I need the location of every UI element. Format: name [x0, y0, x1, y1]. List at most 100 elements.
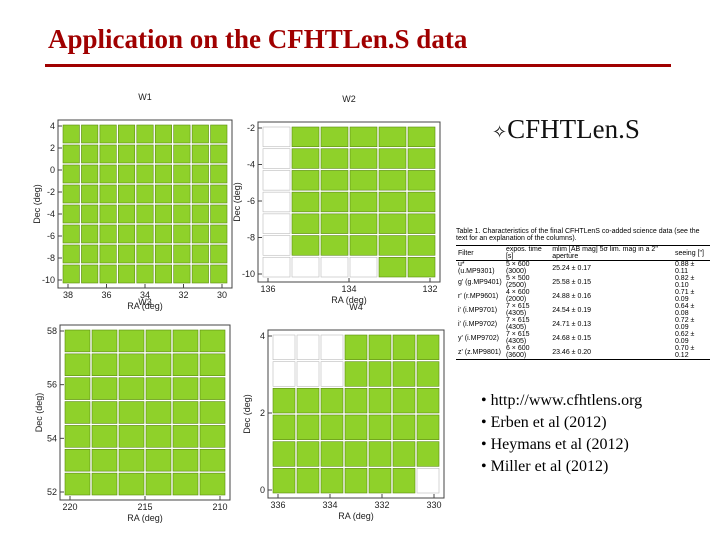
tile [368, 414, 392, 440]
tile [118, 144, 136, 164]
tile [64, 472, 91, 496]
panels: W1 RA (deg) Dec (deg) 38 36 34 32 30 4 2 0 -2 -4 -6 -8… [32, 92, 445, 523]
tile [272, 414, 296, 440]
table-cell: r' (r.MP9601) [458, 292, 499, 300]
tile [296, 334, 320, 360]
tile [378, 191, 407, 213]
tile [191, 124, 209, 144]
table-cell: 5 × 500 (2500) [505, 275, 530, 289]
tile [81, 204, 99, 224]
tile [344, 468, 368, 494]
tile [118, 329, 145, 353]
tile [145, 329, 172, 353]
x-tick-label: 330 [426, 500, 441, 510]
tile [99, 144, 117, 164]
tile [99, 244, 117, 264]
tile [344, 361, 368, 387]
tile [173, 164, 191, 184]
tile [344, 414, 368, 440]
tile [99, 164, 117, 184]
table-cell: 7 × 615 (4305) [505, 317, 530, 331]
tile [272, 388, 296, 414]
tile [210, 124, 228, 144]
tile [320, 468, 344, 494]
tile [407, 148, 436, 169]
tile [118, 124, 136, 144]
y-tick-label: -6 [47, 231, 55, 241]
tile [349, 191, 378, 213]
x-tick-label: 332 [374, 500, 389, 510]
table-cell: 0.82 ± 0.10 [674, 275, 695, 289]
y-tick-label: 2 [260, 408, 265, 418]
tile [154, 204, 172, 224]
tile [378, 126, 407, 148]
tile [291, 235, 320, 256]
x-axis-label: RA (deg) [127, 301, 163, 311]
heading-text: CFHTLen.S [507, 114, 640, 144]
tile [136, 224, 154, 244]
x-tick-label: 38 [63, 290, 73, 300]
tile [62, 184, 80, 204]
tile [91, 353, 118, 377]
tile [99, 204, 117, 224]
tile [320, 126, 349, 148]
tile [407, 170, 436, 191]
tile [136, 244, 154, 264]
tile [368, 361, 392, 387]
reference: • http://www.cfhtlens.org [481, 392, 643, 409]
tile [154, 244, 172, 264]
y-tick-label: 2 [50, 143, 55, 153]
tile [392, 361, 416, 387]
table-cell: z' (z.MP9801) [458, 348, 501, 356]
tile [296, 388, 320, 414]
tile [272, 361, 296, 387]
tile [416, 334, 440, 360]
tile [392, 414, 416, 440]
tile [349, 235, 378, 256]
tile [210, 184, 228, 204]
tile [407, 191, 436, 213]
table-row: z' (z.MP9801) 6 × 600 (3600) 23.46 ± 0.20 0… [456, 345, 710, 360]
tile [320, 361, 344, 387]
tile [173, 244, 191, 264]
tile [199, 377, 226, 400]
panel-label: W4 [349, 302, 363, 312]
tile [320, 441, 344, 467]
x-tick-label: 34 [140, 290, 150, 300]
tile [136, 184, 154, 204]
y-axis-label: Dec (deg) [232, 182, 242, 222]
tile [136, 204, 154, 224]
tile [62, 224, 80, 244]
tile [118, 184, 136, 204]
table-body: u* (u.MP9301) 5 × 600 (3000) 25.24 ± 0.17 0… [456, 261, 710, 360]
tile [172, 472, 199, 496]
tile [118, 244, 136, 264]
y-tick-label: 0 [50, 165, 55, 175]
tile [210, 204, 228, 224]
tile [199, 353, 226, 377]
tile [191, 184, 209, 204]
panel-label: W2 [342, 94, 356, 104]
tile [118, 401, 145, 424]
tile [407, 235, 436, 256]
tile [320, 213, 349, 234]
tile [262, 235, 291, 256]
tile [320, 388, 344, 414]
tile [392, 334, 416, 360]
tile [145, 448, 172, 472]
y-tick-label: 4 [50, 121, 55, 131]
tile [320, 334, 344, 360]
y-tick-label: -4 [247, 160, 255, 170]
tile [64, 377, 91, 400]
tile [368, 468, 392, 494]
title-rule [45, 64, 671, 67]
tile [262, 256, 291, 278]
y-tick-label: -2 [247, 123, 255, 133]
y-tick-label: -2 [47, 187, 55, 197]
tile [81, 124, 99, 144]
tile [62, 264, 80, 284]
tile [199, 425, 226, 448]
tile [173, 184, 191, 204]
tile [91, 472, 118, 496]
